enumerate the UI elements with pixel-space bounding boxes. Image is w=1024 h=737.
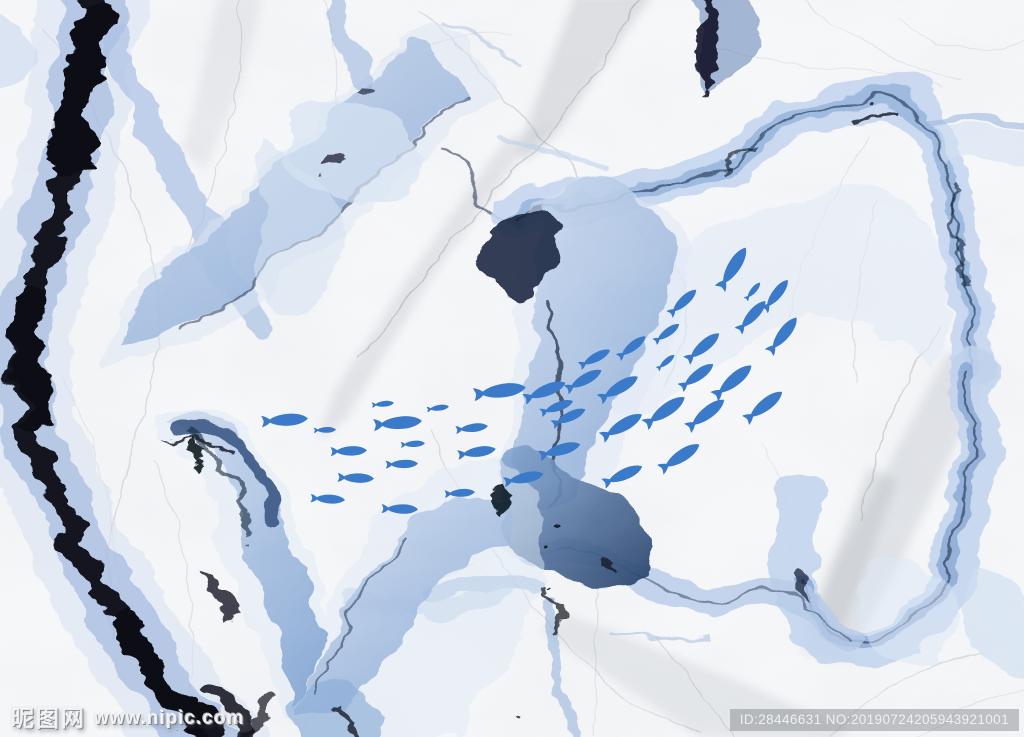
watermark-id-badge: ID:28446631 NO:20190724205943921001 (729, 708, 1019, 731)
gray-marble-patches (182, 0, 988, 737)
